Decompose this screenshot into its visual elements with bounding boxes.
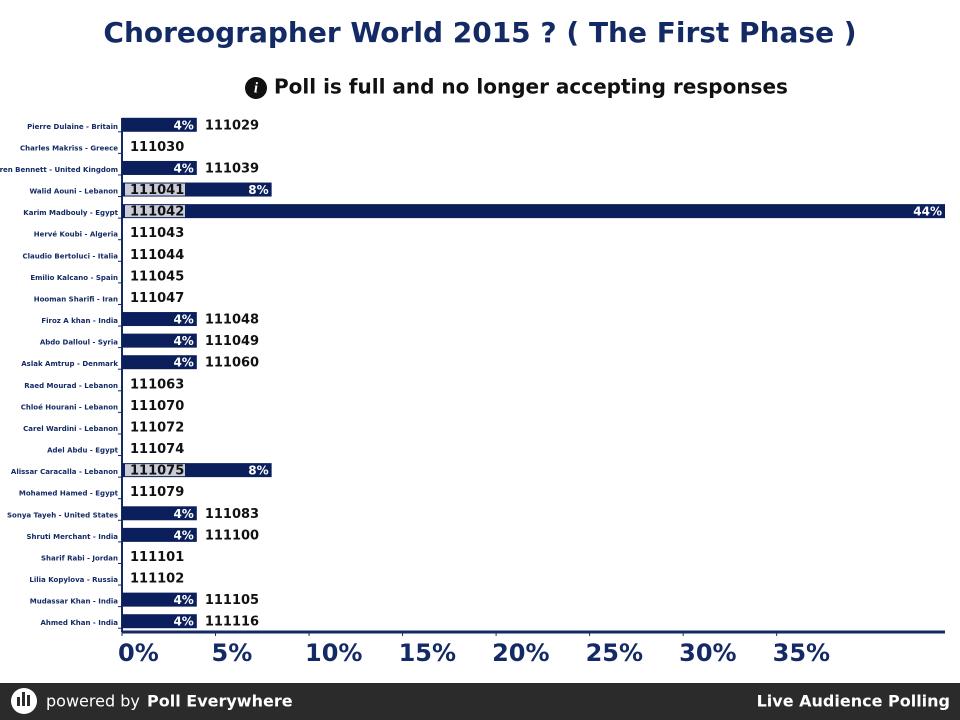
bar <box>122 355 197 370</box>
value-label: 4% <box>173 615 193 629</box>
category-label: Walid Aouni - Lebanon <box>29 188 118 196</box>
code-box <box>125 464 185 477</box>
category-label: Sharif Rabi - Jordan <box>41 554 118 562</box>
answer-code: 111048 <box>205 313 259 328</box>
value-label: 4% <box>173 593 193 607</box>
answer-code: 111075 <box>130 464 184 479</box>
category-label: Pierre Dulaine - Britain <box>27 123 118 131</box>
answer-code: 111101 <box>130 550 184 565</box>
answer-code: 111039 <box>205 161 259 176</box>
answer-code: 111042 <box>130 205 184 220</box>
value-label: 4% <box>173 313 193 327</box>
answer-code: 111100 <box>205 528 259 543</box>
answer-code: 111060 <box>205 356 259 371</box>
value-label: 8% <box>248 464 268 478</box>
footer-brand: Poll Everywhere <box>147 692 293 711</box>
category-label: Claudio Bertoluci - Italia <box>23 252 119 260</box>
category-label: Carel Wardini - Lebanon <box>23 425 118 433</box>
category-label: Darren Bennett - United Kingdom <box>0 166 118 174</box>
answer-code: 111041 <box>130 183 184 198</box>
x-tick-label: 15% <box>399 639 456 667</box>
bar <box>122 204 945 219</box>
answer-code: 111083 <box>205 507 259 522</box>
value-label: 4% <box>173 334 193 348</box>
value-label: 4% <box>173 356 193 370</box>
answer-code: 111079 <box>130 485 184 500</box>
category-label: Chloé Hourani - Lebanon <box>21 403 118 411</box>
value-label: 4% <box>173 528 193 542</box>
x-tick-label: 0% <box>118 639 159 667</box>
answer-code: 111029 <box>205 118 259 133</box>
x-tick-label: 20% <box>492 639 549 667</box>
category-label: Aslak Amtrup - Denmark <box>21 360 118 368</box>
category-label: Raed Mourad - Lebanon <box>24 382 118 390</box>
category-label: Karim Madbouly - Egypt <box>23 209 118 217</box>
footer-prefix: powered by <box>46 692 140 711</box>
x-tick-label: 30% <box>679 639 736 667</box>
category-label: Sonya Tayeh - United States <box>7 511 118 519</box>
category-label: Lilia Kopylova - Russia <box>29 576 118 584</box>
bar <box>122 506 197 521</box>
bar <box>122 312 197 327</box>
x-tick-label: 10% <box>305 639 362 667</box>
footer-logo-bar <box>22 692 25 706</box>
answer-code: 111030 <box>130 140 184 155</box>
code-box <box>125 205 185 218</box>
category-label: Adel Abdu - Egypt <box>47 447 119 455</box>
value-label: 4% <box>173 507 193 521</box>
x-tick-label: 35% <box>773 639 830 667</box>
bar <box>122 333 197 348</box>
chart-subtitle: Poll is full and no longer accepting res… <box>274 75 788 99</box>
info-icon-glyph: i <box>254 80 259 96</box>
footer-bar <box>0 683 960 720</box>
value-label: 44% <box>913 205 942 219</box>
answer-code: 111047 <box>130 291 184 306</box>
answer-code: 111044 <box>130 248 184 263</box>
footer-logo-bar <box>17 697 20 706</box>
answer-code: 111105 <box>205 593 259 608</box>
value-label: 4% <box>173 118 193 132</box>
code-box <box>125 183 185 196</box>
category-label: Emilio Kalcano - Spain <box>30 274 118 282</box>
answer-code: 111074 <box>130 442 184 457</box>
answer-code: 111043 <box>130 226 184 241</box>
value-label: 4% <box>173 161 193 175</box>
category-label: Hervé Koubi - Algeria <box>34 231 119 239</box>
answer-code: 111049 <box>205 334 259 349</box>
answer-code: 111070 <box>130 399 184 414</box>
footer-right: Live Audience Polling <box>757 692 950 711</box>
category-label: Charles Makriss - Greece <box>20 144 118 152</box>
info-icon <box>245 77 267 99</box>
value-label: 8% <box>248 183 268 197</box>
chart-title: Choreographer World 2015 ? ( The First P… <box>103 16 856 49</box>
category-label: Firoz A khan - India <box>41 317 118 325</box>
answer-code: 111102 <box>130 572 184 587</box>
category-label: Abdo Dalloul - Syria <box>40 339 118 347</box>
category-label: Alissar Caracalla - Lebanon <box>11 468 118 476</box>
answer-code: 111063 <box>130 377 184 392</box>
footer-logo-bar <box>27 695 30 706</box>
bar <box>122 614 197 629</box>
answer-code: 111116 <box>205 615 259 630</box>
bar <box>122 592 197 607</box>
answer-code: 111045 <box>130 269 184 284</box>
category-label: Shruti Merchant - India <box>27 533 119 541</box>
x-tick-label: 25% <box>586 639 643 667</box>
bar <box>122 160 197 175</box>
category-label: Ahmed Khan - India <box>40 619 118 627</box>
category-label: Mohamed Hamed - Egypt <box>19 490 119 498</box>
bar <box>122 117 197 132</box>
x-tick-label: 5% <box>212 639 253 667</box>
category-label: Mudassar Khan - India <box>30 598 119 606</box>
answer-code: 111072 <box>130 420 184 435</box>
category-label: Hooman Sharifi - Iran <box>34 295 118 303</box>
bar <box>122 527 197 542</box>
